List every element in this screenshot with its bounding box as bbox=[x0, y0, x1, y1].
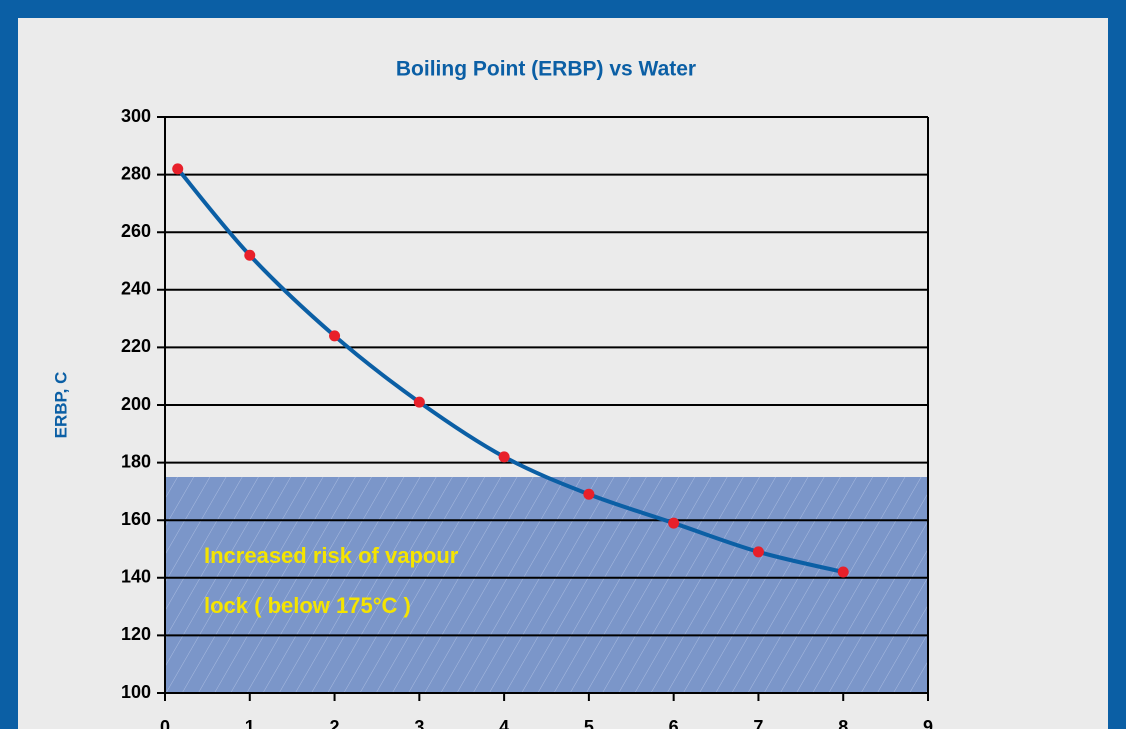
x-tick-label: 7 bbox=[753, 717, 763, 729]
y-tick-label: 180 bbox=[121, 451, 151, 471]
x-tick-label: 9 bbox=[923, 717, 933, 729]
x-tick-label: 5 bbox=[584, 717, 594, 729]
curve bbox=[176, 167, 844, 574]
y-tick-label: 160 bbox=[121, 509, 151, 529]
x-tick-label: 6 bbox=[669, 717, 679, 729]
y-tick-label: 240 bbox=[121, 279, 151, 299]
annotation: lock ( below 175°C ) bbox=[204, 593, 411, 618]
x-tick-label: 2 bbox=[330, 717, 340, 729]
point bbox=[172, 163, 184, 175]
point bbox=[329, 330, 341, 342]
x-tick-label: 4 bbox=[499, 717, 509, 729]
y-tick-label: 220 bbox=[121, 336, 151, 356]
point bbox=[498, 451, 510, 463]
y-tick-label: 100 bbox=[121, 682, 151, 702]
y-tick-label: 300 bbox=[121, 106, 151, 126]
point bbox=[413, 396, 425, 408]
y-tick-label: 280 bbox=[121, 163, 151, 183]
y-tick-label: 200 bbox=[121, 394, 151, 414]
x-tick-label: 3 bbox=[414, 717, 424, 729]
y-tick-label: 120 bbox=[121, 624, 151, 644]
point bbox=[837, 566, 849, 578]
y-tick-label: 260 bbox=[121, 221, 151, 241]
point bbox=[244, 249, 256, 261]
chart-title: Boiling Point (ERBP) vs Water bbox=[396, 58, 696, 81]
point bbox=[583, 488, 595, 500]
risk-hatch bbox=[165, 477, 928, 693]
x-tick-label: 1 bbox=[245, 717, 255, 729]
point bbox=[752, 546, 764, 558]
y-tick-label: 140 bbox=[121, 567, 151, 587]
x-tick-label: 0 bbox=[160, 717, 170, 729]
y-axis-label: ERBP, C bbox=[51, 372, 70, 439]
point bbox=[668, 517, 680, 529]
annotation: Increased risk of vapour bbox=[204, 543, 459, 568]
x-tick-label: 8 bbox=[838, 717, 848, 729]
